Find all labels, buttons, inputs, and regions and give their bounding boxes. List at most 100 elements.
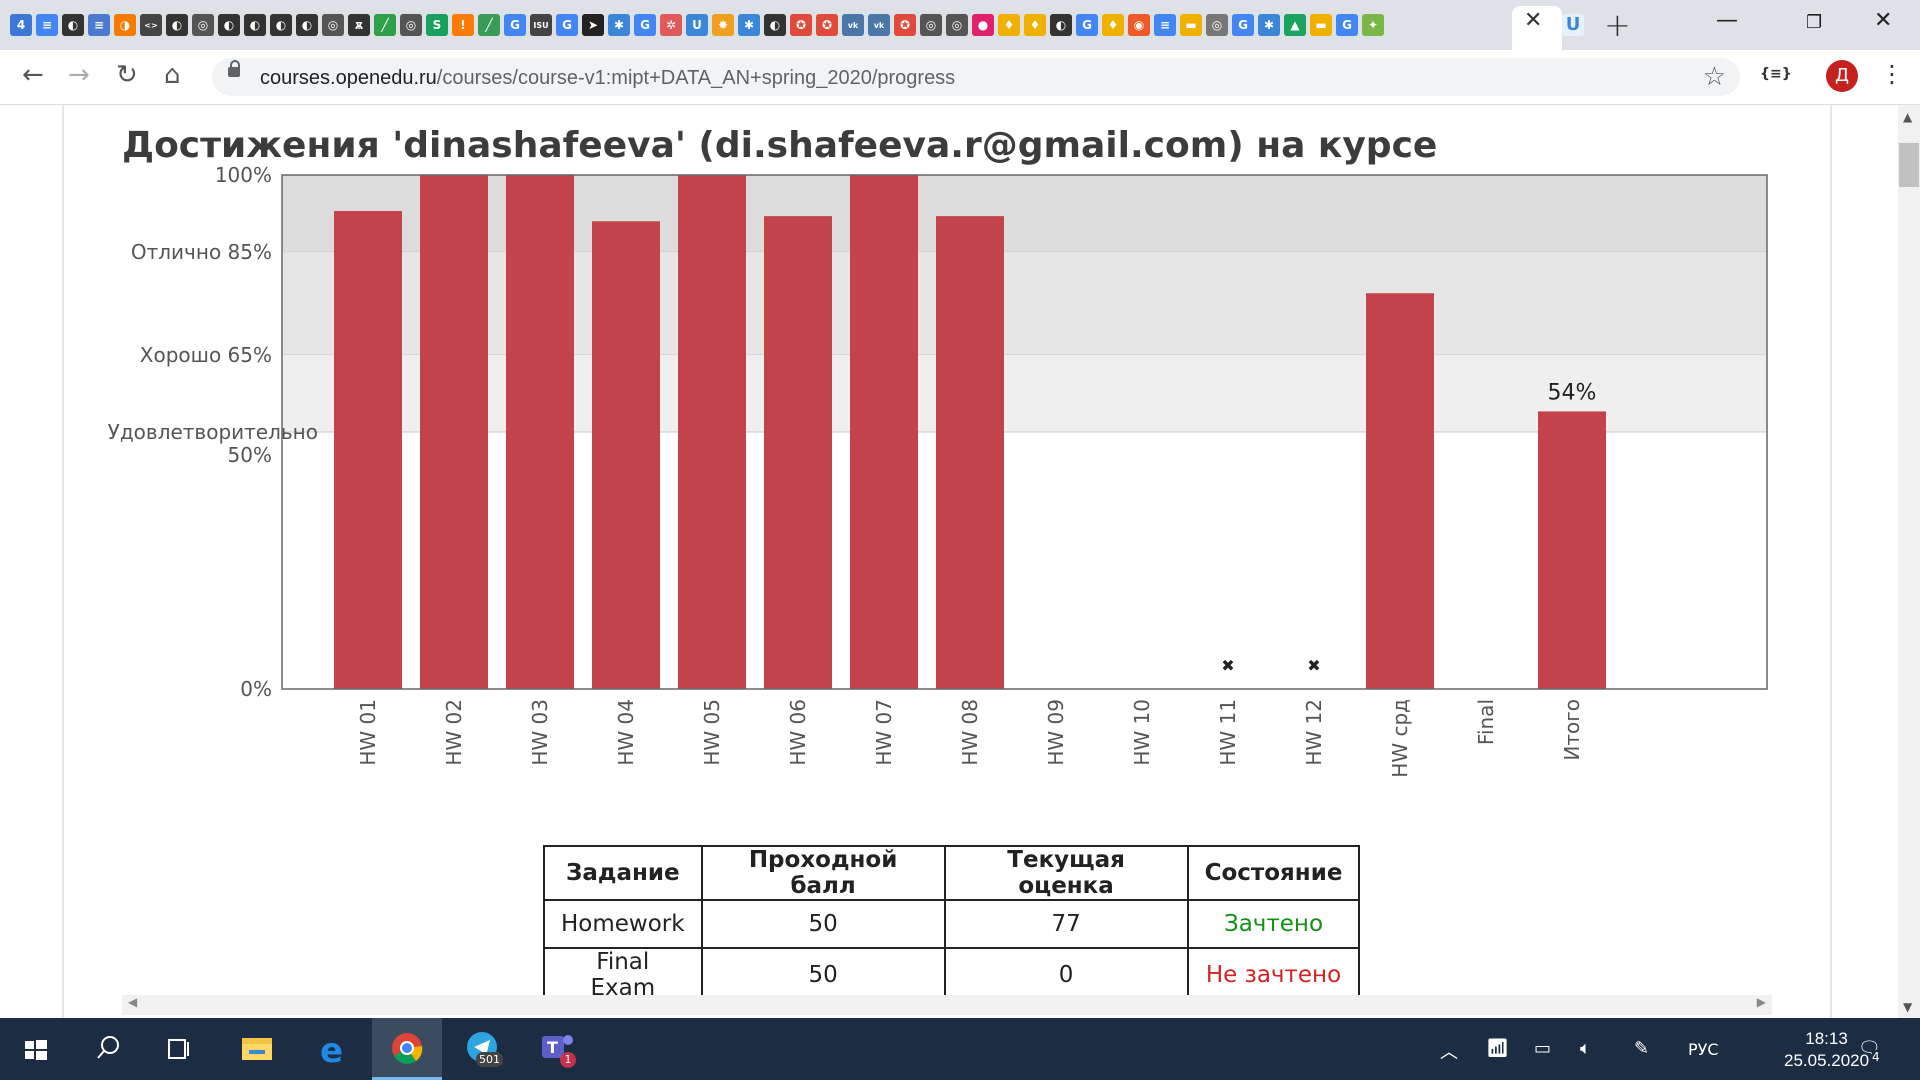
tab-favicon[interactable]: ≡ [1154,14,1176,36]
taskbar-telegram[interactable]: 501 [448,1018,518,1080]
scroll-right-arrow-icon[interactable]: ▶ [1756,995,1766,1009]
tab-favicon[interactable]: ♦ [998,14,1020,36]
tab-favicon[interactable]: G [1232,14,1254,36]
minimize-button[interactable]: — [1716,8,1738,33]
tab-favicon[interactable]: ◐ [218,14,240,36]
taskbar-file-explorer[interactable] [222,1018,292,1080]
tab-favicon[interactable]: ♦ [1102,14,1124,36]
tab-favicon[interactable]: U [686,14,708,36]
tab-favicon[interactable]: ◐ [764,14,786,36]
tab-favicon[interactable]: ◐ [1050,14,1072,36]
wifi-icon[interactable]: 📶︎ [1486,1038,1509,1059]
menu-kebab-icon[interactable]: ⋮ [1880,60,1904,88]
tab-favicon[interactable]: ✱ [1258,14,1280,36]
tab-favicon-u[interactable]: U [1562,14,1584,36]
tab-favicon[interactable]: ╱ [374,14,396,36]
taskbar-chrome[interactable] [372,1018,442,1080]
show-hidden-icons-icon[interactable]: ︿ [1440,1042,1458,1063]
tab-favicon[interactable]: ◎ [322,14,344,36]
tab-favicon[interactable]: <> [140,14,162,36]
tab-favicon[interactable]: ✪ [894,14,916,36]
bar [764,216,832,689]
tab-favicon[interactable]: ✱ [738,14,760,36]
tab-favicon[interactable]: S [426,14,448,36]
tab-favicon[interactable]: ◑ [114,14,136,36]
volume-icon[interactable]: 🔈︎ [1580,1038,1591,1059]
vertical-scrollbar[interactable] [1898,105,1920,1018]
close-window-button[interactable]: ✕ [1874,8,1893,33]
task-view-button[interactable] [144,1018,214,1080]
tab-favicon[interactable]: ➤ [582,14,604,36]
tab-favicon[interactable]: ✪ [816,14,838,36]
tab-favicon[interactable]: ▬ [1180,14,1202,36]
tab-favicon[interactable]: ◐ [270,14,292,36]
tab-favicon[interactable]: ✪ [790,14,812,36]
tab-favicon[interactable]: ▬ [1310,14,1332,36]
pen-icon[interactable]: ✎ [1634,1038,1650,1059]
tab-favicon[interactable]: ≡ [36,14,58,36]
tab-favicon[interactable]: ◐ [296,14,318,36]
tab-favicon[interactable]: vk [842,14,864,36]
scroll-down-arrow-icon[interactable]: ▼ [1903,1000,1913,1014]
tab-favicon[interactable]: ◎ [920,14,942,36]
url-text[interactable]: courses.openedu.ru/courses/course-v1:mip… [260,67,955,90]
extension-icon[interactable]: {≡} [1760,66,1792,82]
tab-favicon[interactable]: ◎ [1206,14,1228,36]
tab-favicon[interactable]: ѫ [348,14,370,36]
tab-favicon[interactable]: vk [868,14,890,36]
cell-status: Не зачтено [1186,947,1361,1003]
tab-favicon[interactable]: ♦ [1024,14,1046,36]
tab-favicon[interactable]: ✲ [660,14,682,36]
tab-favicon[interactable]: ╱ [478,14,500,36]
new-tab-button[interactable]: + [1604,6,1631,44]
tab-favicon[interactable]: ◎ [946,14,968,36]
taskbar-edge[interactable]: e [298,1018,368,1080]
tab-favicon[interactable]: ✸ [712,14,734,36]
avatar[interactable]: Д [1826,60,1858,92]
active-tab[interactable] [1512,6,1562,50]
tab-favicon[interactable]: ▲ [1284,14,1306,36]
tab-favicon[interactable]: ◎ [192,14,214,36]
horizontal-scrollbar[interactable]: ◀ ▶ [122,995,1772,1015]
tab-favicon[interactable]: G [504,14,526,36]
tab-favicon[interactable]: ◐ [166,14,188,36]
tab-favicon[interactable]: G [634,14,656,36]
back-arrow-icon[interactable]: ← [22,60,44,90]
scroll-up-arrow-icon[interactable]: ▲ [1903,110,1913,124]
tab-favicon[interactable]: 4 [10,14,32,36]
grade-band [282,252,1767,355]
clock[interactable]: 18:13 25.05.2020 [1784,1028,1869,1072]
tab-favicon[interactable]: G [1336,14,1358,36]
taskbar-teams[interactable]: T 1 [522,1018,592,1080]
forward-arrow-icon[interactable]: → [68,60,90,90]
reload-icon[interactable]: ↻ [116,60,138,90]
vertical-scrollbar-thumb[interactable] [1899,143,1919,187]
battery-icon[interactable]: ▭ [1534,1038,1552,1059]
restore-button[interactable]: ❐ [1806,12,1823,33]
tab-favicon[interactable]: ◐ [62,14,84,36]
x-tick-label: HW 05 [700,699,724,766]
tab-favicon[interactable]: ✦ [1362,14,1384,36]
scroll-left-arrow-icon[interactable]: ◀ [128,995,138,1009]
tab-favicon[interactable]: G [556,14,578,36]
tab-favicon[interactable]: ✱ [608,14,630,36]
tab-favicon[interactable]: G [1076,14,1098,36]
tab-favicon[interactable]: ◎ [400,14,422,36]
bookmark-star-icon[interactable]: ☆ [1702,62,1726,92]
search-button[interactable] [72,1018,142,1080]
start-button[interactable] [0,1018,70,1080]
close-tab-icon[interactable]: ✕ [1524,8,1543,33]
x-tick-label: HW срд [1388,699,1412,778]
tab-favicon[interactable]: ◐ [244,14,266,36]
language-indicator[interactable]: РУС [1688,1040,1719,1059]
home-icon[interactable]: ⌂ [164,60,181,90]
tab-favicon[interactable]: ● [972,14,994,36]
tab-favicon[interactable]: ◉ [1128,14,1150,36]
tab-favicon[interactable]: ! [452,14,474,36]
address-bar[interactable]: courses.openedu.ru/courses/course-v1:mip… [212,58,1740,96]
tab-favicon[interactable]: ISU [530,14,552,36]
bar [936,216,1004,689]
tab-favicon[interactable]: ≡ [88,14,110,36]
bar [850,175,918,689]
svg-text:T: T [547,1038,558,1057]
